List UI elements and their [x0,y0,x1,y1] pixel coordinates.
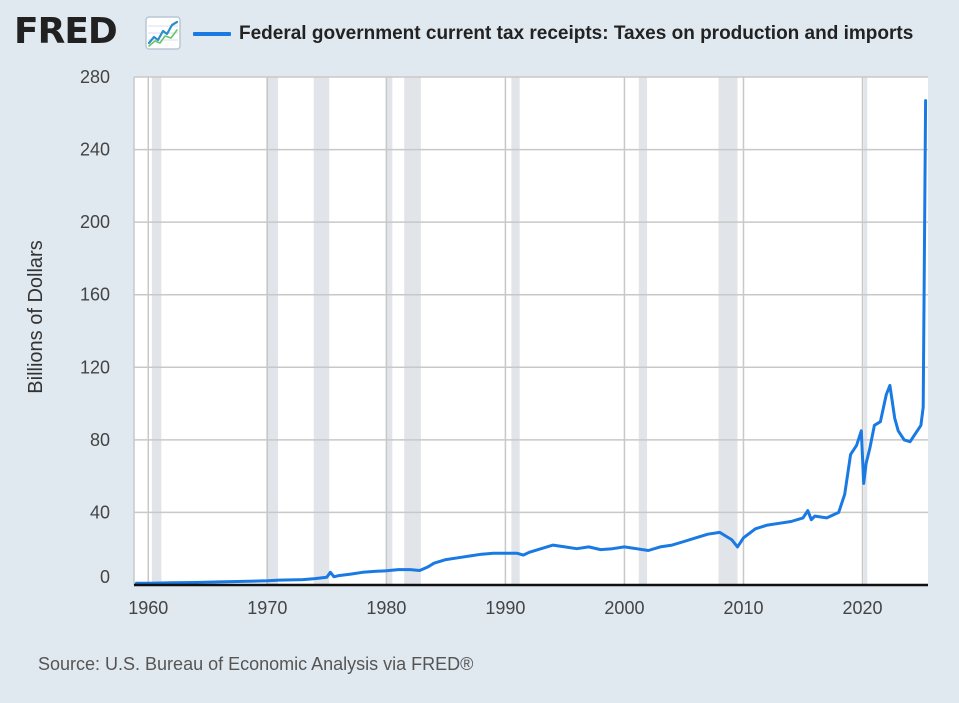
x-tick-label: 2000 [604,598,644,618]
recession-band [151,77,162,585]
series-layer [134,99,928,585]
axes: 0 40 80 120 160 200 240 280 1960 1970 1980 1990 2000… [80,67,928,618]
legend-swatch [193,32,231,36]
recession-band [638,77,648,585]
x-tick-label: 2010 [723,598,763,618]
x-tick-label: 2020 [843,598,883,618]
chart-header: FRED Federal government current tax rece… [0,0,959,60]
y-tick-label: 240 [80,140,110,160]
y-tick-label: 280 [80,67,110,87]
plot-area [134,77,928,585]
y-tick-label: 40 [90,502,110,522]
y-tick-label: 160 [80,285,110,305]
recession-band [404,77,421,585]
y-axis-label: Billions of Dollars [25,240,47,393]
x-tick-label: 1970 [247,598,287,618]
recession-band [863,77,868,585]
gridlines [133,76,928,585]
x-tick-label: 1960 [128,598,168,618]
recession-band [386,77,393,585]
x-tick-label: 1990 [485,598,525,618]
legend-series-label[interactable]: Federal government current tax receipts:… [239,23,914,44]
recession-bands [151,77,868,585]
recession-band [266,77,279,585]
source-note: Source: U.S. Bureau of Economic Analysis… [38,654,474,674]
fred-logo[interactable]: FRED [14,11,118,52]
y-tick-label: 0 [100,567,110,587]
recession-band [313,77,330,585]
y-tick-label: 120 [80,357,110,377]
recession-band [511,77,520,585]
y-tick-label: 200 [80,212,110,232]
series-line [134,99,928,585]
line-graph-icon [145,16,181,50]
y-tick-label: 80 [90,430,110,450]
recession-band [718,77,738,585]
line-chart: 0 40 80 120 160 200 240 280 1960 1970 1980 1990 2000… [25,67,928,618]
x-tick-label: 1980 [366,598,406,618]
